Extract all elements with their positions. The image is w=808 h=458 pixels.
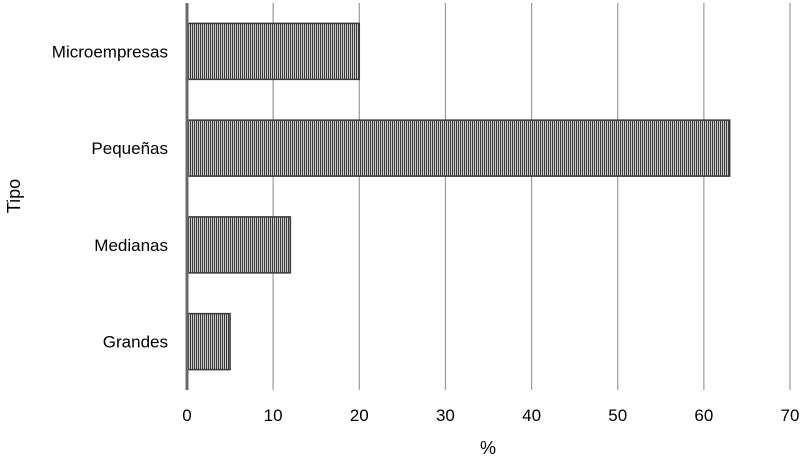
y-axis-title: Tipo [4, 179, 24, 213]
category-label: Microempresas [52, 42, 168, 61]
category-label: Grandes [103, 333, 168, 352]
category-labels: Microempresas Pequeñas Medianas Grandes [52, 42, 168, 351]
x-tick-label: 60 [694, 406, 713, 425]
bar [186, 216, 292, 274]
x-tick-labels: 0 10 20 30 40 50 60 70 [182, 406, 799, 425]
x-tick-label: 10 [264, 406, 283, 425]
bars [186, 22, 731, 371]
x-tick-label: 20 [350, 406, 369, 425]
x-tick-label: 50 [608, 406, 627, 425]
bar [186, 22, 361, 81]
bar [186, 312, 231, 371]
x-tick-label: 40 [522, 406, 541, 425]
x-tick-label: 0 [182, 406, 191, 425]
bar [186, 119, 731, 177]
category-label: Medianas [94, 236, 168, 255]
x-tick-label: 70 [781, 406, 800, 425]
category-label: Pequeñas [91, 139, 168, 158]
x-tick-label: 30 [436, 406, 455, 425]
x-axis-title: % [480, 438, 496, 458]
